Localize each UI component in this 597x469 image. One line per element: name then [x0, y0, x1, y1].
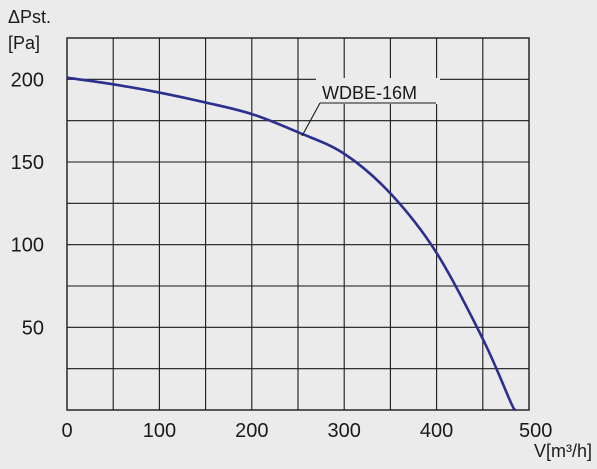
- y-axis-unit: [Pa]: [8, 33, 40, 53]
- x-tick-label: 500: [519, 420, 552, 442]
- tick-labels: 0 100 200 300 400 500 50 100 150 200: [11, 69, 553, 442]
- x-tick-label: 200: [235, 420, 268, 442]
- series-label: WDBE-16M: [322, 83, 417, 103]
- x-tick-label: 0: [61, 420, 72, 442]
- y-tick-label: 100: [11, 235, 44, 257]
- x-tick-label: 300: [328, 420, 361, 442]
- series-label-background: [316, 78, 440, 104]
- x-tick-label: 100: [143, 420, 176, 442]
- grid-lines: [67, 38, 529, 410]
- y-tick-label: 200: [11, 69, 44, 91]
- y-tick-label: 150: [11, 152, 44, 174]
- series-line-wdbe-16m: [66, 76, 517, 412]
- series-layer: WDBE-16M: [66, 76, 517, 412]
- x-tick-label: 400: [420, 420, 453, 442]
- series-label-leader: [301, 102, 321, 137]
- x-axis-label: V[m³/h]: [534, 441, 592, 461]
- y-axis-symbol: ΔPst.: [8, 7, 51, 27]
- y-tick-label: 50: [22, 317, 44, 339]
